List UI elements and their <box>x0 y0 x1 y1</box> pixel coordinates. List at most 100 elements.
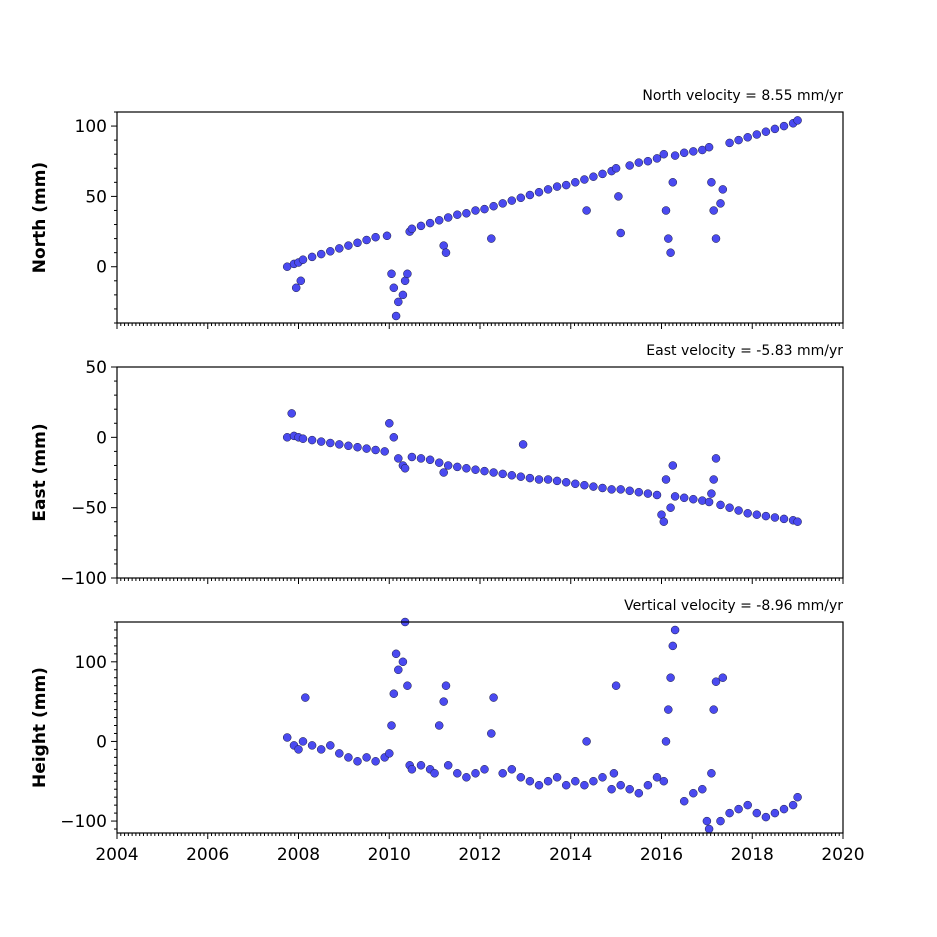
height-point <box>711 677 721 686</box>
east-frame <box>116 366 844 579</box>
east-ytick-label: 0 <box>96 428 107 448</box>
north-point <box>582 206 591 215</box>
north-point <box>389 283 399 293</box>
east-point <box>439 468 448 477</box>
east-point <box>752 510 762 519</box>
east-point <box>389 433 399 442</box>
height-point <box>734 804 743 814</box>
north-point <box>552 182 562 191</box>
height-point <box>353 757 362 766</box>
height-xtick-label: 2012 <box>458 845 501 865</box>
height-point <box>344 753 353 762</box>
east-point <box>344 441 353 451</box>
height-point <box>770 808 780 818</box>
east-point <box>385 419 394 428</box>
north-point <box>487 234 496 243</box>
north-point <box>498 199 507 208</box>
height-xtick-label: 2020 <box>821 845 864 865</box>
east-point <box>607 485 616 494</box>
height-point <box>689 788 698 798</box>
north-point <box>344 241 353 250</box>
east-point <box>793 517 802 526</box>
east-point <box>598 483 607 493</box>
east-ytick-label: −100 <box>60 569 107 589</box>
height-point <box>718 673 728 682</box>
east-point <box>589 482 598 491</box>
north-point <box>770 124 780 134</box>
east-point <box>652 490 662 500</box>
north-point <box>589 172 598 181</box>
north-point <box>779 121 789 131</box>
height-xtick-label: 2018 <box>731 845 774 865</box>
east-point <box>552 476 562 486</box>
north-point <box>326 247 335 256</box>
height-point <box>480 765 489 774</box>
height-point <box>371 757 380 766</box>
north-point <box>471 206 480 215</box>
north-ytick-label: 100 <box>75 117 107 137</box>
height-point <box>643 780 653 790</box>
north-point <box>296 276 306 286</box>
east-point <box>679 493 689 503</box>
east-point <box>704 497 714 507</box>
height-point <box>430 769 439 778</box>
east-point <box>498 469 507 479</box>
north-point <box>793 116 802 125</box>
north-point <box>489 201 498 211</box>
east-point <box>709 475 718 484</box>
height-point <box>307 741 317 750</box>
height-point <box>661 737 671 746</box>
north-point <box>534 187 544 197</box>
height-point <box>387 721 396 730</box>
east-point <box>734 506 743 515</box>
north-point <box>425 218 435 228</box>
east-point <box>471 465 480 474</box>
height-point <box>752 808 762 818</box>
east-point <box>643 489 653 498</box>
height-point <box>301 693 310 702</box>
east-point <box>516 472 526 481</box>
height-point <box>702 816 712 826</box>
north-point <box>382 231 392 241</box>
east-point <box>400 464 410 473</box>
north-point <box>616 228 625 238</box>
height-point <box>294 745 303 754</box>
height-point <box>716 816 725 826</box>
height-point <box>598 773 607 782</box>
east-point <box>711 454 721 463</box>
height-point <box>507 765 517 774</box>
height-point <box>462 773 471 782</box>
height-point <box>326 741 335 750</box>
north-point <box>571 178 580 187</box>
north-point <box>462 209 471 218</box>
east-point <box>625 486 634 496</box>
height-xtick-label: 2004 <box>95 845 138 865</box>
height-point <box>779 804 789 814</box>
height-point <box>443 761 453 770</box>
east-point <box>634 487 644 497</box>
height-point <box>571 776 580 786</box>
height-point <box>416 761 426 770</box>
east-points <box>282 409 802 526</box>
east-point <box>298 434 308 443</box>
height-xtick-label: 2010 <box>368 845 411 865</box>
north-point <box>707 178 716 187</box>
north-panel: North velocity = 8.55 mm/yr North (mm) 0 50… <box>30 88 844 329</box>
north-point <box>298 255 308 264</box>
east-ytick-label: −50 <box>71 499 107 519</box>
height-point <box>725 808 734 818</box>
north-point <box>480 204 489 214</box>
east-ytick-label: 50 <box>85 358 107 378</box>
east-point <box>443 461 453 470</box>
height-title: Vertical velocity = -8.96 mm/yr <box>624 598 843 614</box>
east-point <box>416 454 426 463</box>
height-point <box>471 769 480 778</box>
north-point <box>407 224 417 234</box>
north-point <box>561 180 571 190</box>
height-point <box>552 773 562 782</box>
height-point <box>659 776 669 786</box>
east-point <box>689 494 698 504</box>
height-point <box>403 681 412 690</box>
east-point <box>434 458 444 467</box>
